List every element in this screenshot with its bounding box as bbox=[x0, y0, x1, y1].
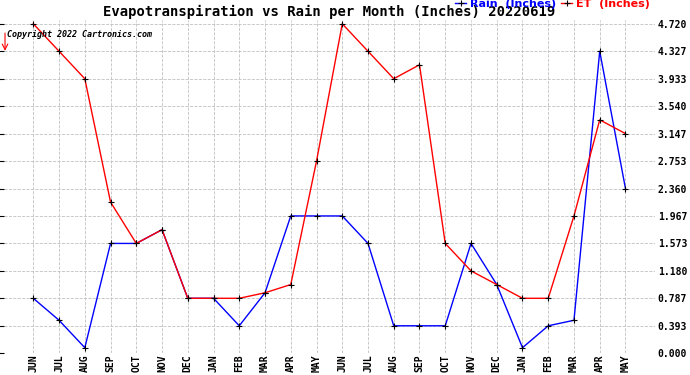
Text: Copyright 2022 Cartronics.com: Copyright 2022 Cartronics.com bbox=[7, 30, 152, 39]
Rain  (Inches) bbox=[441, 324, 449, 328]
Line: ET  (Inches): ET (Inches) bbox=[30, 21, 628, 301]
Rain  (Inches) bbox=[29, 296, 37, 300]
Rain  (Inches) bbox=[570, 318, 578, 322]
Rain  (Inches) bbox=[55, 318, 63, 322]
Rain  (Inches) bbox=[132, 241, 141, 246]
ET  (Inches) bbox=[570, 214, 578, 218]
ET  (Inches) bbox=[338, 21, 346, 26]
Rain  (Inches) bbox=[313, 214, 321, 218]
ET  (Inches) bbox=[209, 296, 217, 300]
Rain  (Inches) bbox=[595, 49, 604, 54]
Rain  (Inches) bbox=[364, 241, 372, 246]
ET  (Inches) bbox=[158, 227, 166, 232]
Legend: Rain  (Inches), ET  (Inches): Rain (Inches), ET (Inches) bbox=[455, 0, 649, 9]
ET  (Inches) bbox=[261, 291, 269, 295]
ET  (Inches) bbox=[415, 63, 424, 67]
ET  (Inches) bbox=[621, 131, 629, 136]
ET  (Inches) bbox=[364, 49, 372, 54]
ET  (Inches) bbox=[493, 282, 501, 287]
ET  (Inches) bbox=[313, 159, 321, 164]
ET  (Inches) bbox=[544, 296, 553, 300]
ET  (Inches) bbox=[81, 76, 89, 81]
Rain  (Inches) bbox=[184, 296, 192, 300]
Rain  (Inches) bbox=[390, 324, 398, 328]
ET  (Inches) bbox=[29, 21, 37, 26]
ET  (Inches) bbox=[595, 118, 604, 122]
ET  (Inches) bbox=[55, 49, 63, 54]
ET  (Inches) bbox=[441, 241, 449, 246]
Rain  (Inches) bbox=[209, 296, 217, 300]
Rain  (Inches) bbox=[544, 324, 553, 328]
Title: Evapotranspiration vs Rain per Month (Inches) 20220619: Evapotranspiration vs Rain per Month (In… bbox=[104, 5, 555, 19]
ET  (Inches) bbox=[467, 268, 475, 273]
Rain  (Inches) bbox=[235, 324, 244, 328]
Rain  (Inches) bbox=[286, 214, 295, 218]
ET  (Inches) bbox=[518, 296, 526, 300]
Rain  (Inches) bbox=[261, 291, 269, 295]
ET  (Inches) bbox=[235, 296, 244, 300]
ET  (Inches) bbox=[286, 282, 295, 287]
ET  (Inches) bbox=[106, 200, 115, 204]
Rain  (Inches) bbox=[518, 345, 526, 350]
Rain  (Inches) bbox=[106, 241, 115, 246]
Rain  (Inches) bbox=[621, 186, 629, 191]
Rain  (Inches) bbox=[81, 345, 89, 350]
Rain  (Inches) bbox=[415, 324, 424, 328]
Rain  (Inches) bbox=[493, 282, 501, 287]
Line: Rain  (Inches): Rain (Inches) bbox=[30, 48, 628, 351]
Rain  (Inches) bbox=[467, 241, 475, 246]
Rain  (Inches) bbox=[158, 227, 166, 232]
ET  (Inches) bbox=[184, 296, 192, 300]
Rain  (Inches) bbox=[338, 214, 346, 218]
ET  (Inches) bbox=[390, 76, 398, 81]
ET  (Inches) bbox=[132, 241, 141, 246]
